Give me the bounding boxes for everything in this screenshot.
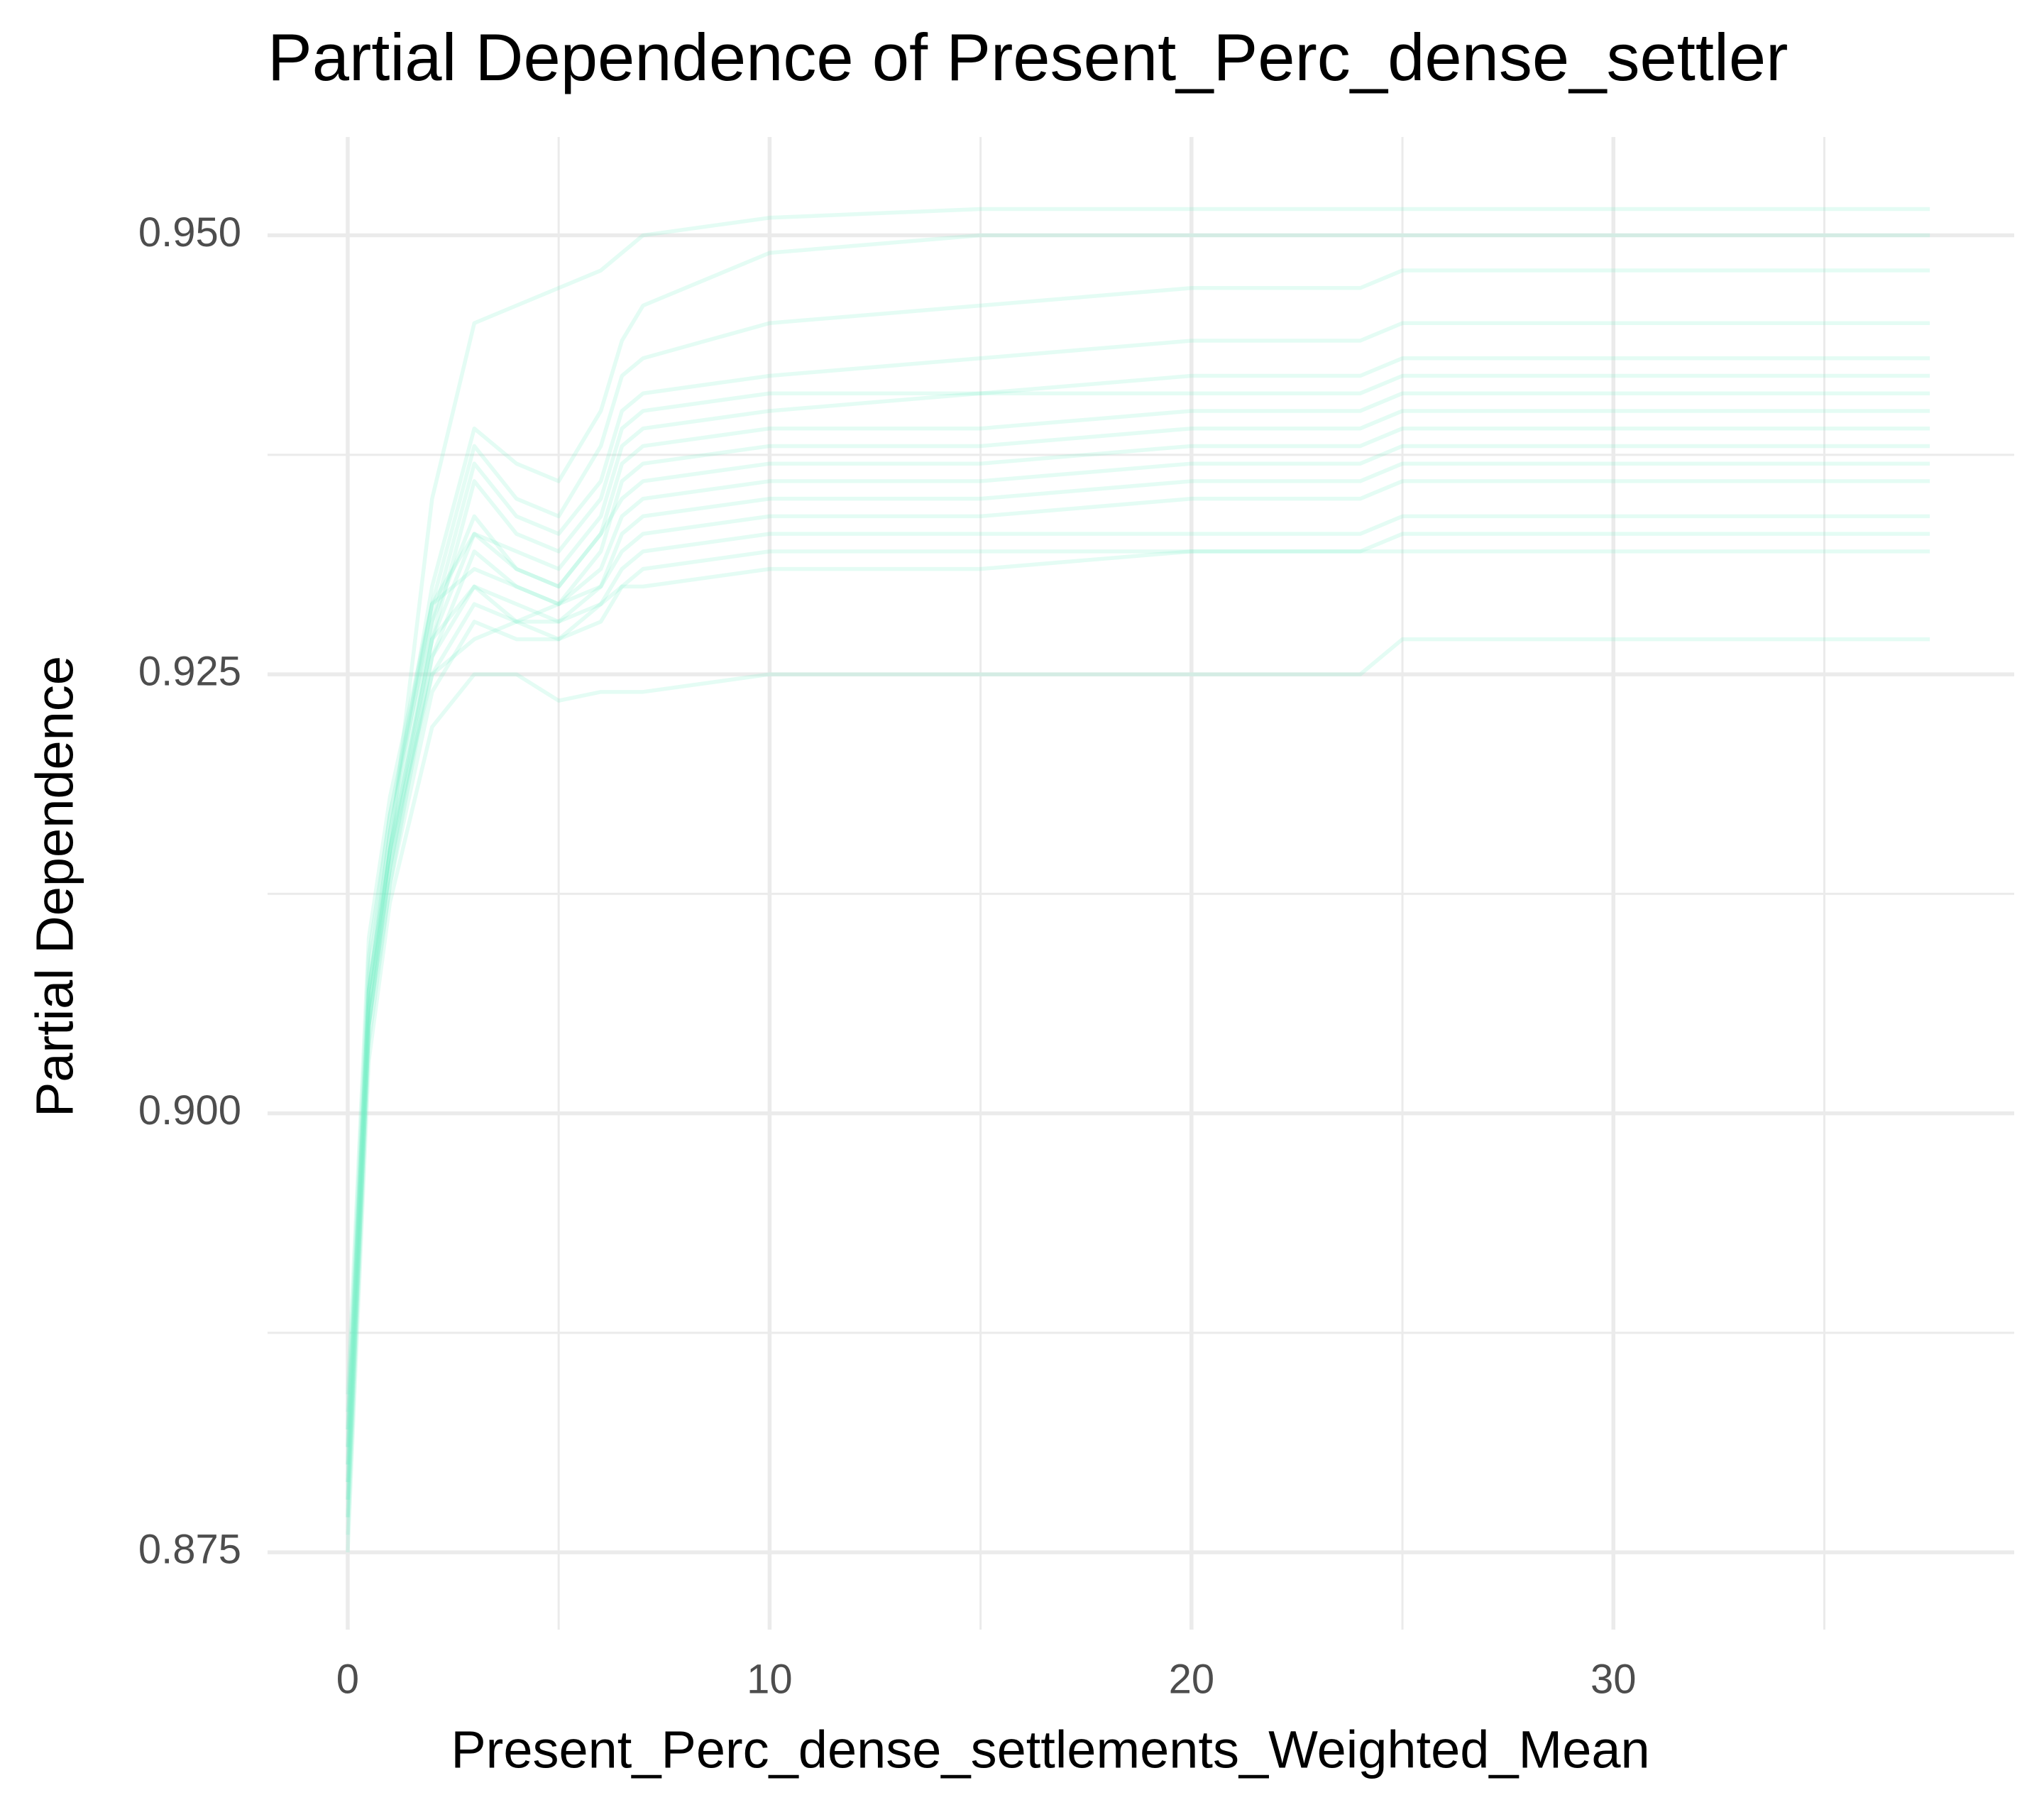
ice-line	[346, 479, 1930, 1447]
ice-line	[346, 373, 1930, 1447]
y-tick-label: 0.875	[138, 1526, 241, 1572]
ice-line	[346, 409, 1930, 1535]
ice-line	[346, 391, 1930, 1412]
ice-line	[346, 426, 1930, 1465]
y-axis-title: Partial Dependence	[26, 656, 84, 1117]
x-axis-title: Present_Perc_dense_settlements_Weighted_…	[451, 1720, 1649, 1779]
y-tick-label: 0.925	[138, 648, 241, 694]
ice-line	[346, 356, 1930, 1517]
x-tick-label: 0	[336, 1656, 359, 1702]
ice-line	[346, 461, 1930, 1500]
ice-line	[346, 207, 1930, 1500]
ice-line	[346, 268, 1930, 1430]
x-tick-label: 20	[1169, 1656, 1215, 1702]
x-tick-label: 10	[747, 1656, 793, 1702]
y-tick-label: 0.950	[138, 209, 241, 256]
ice-line	[346, 549, 1930, 1430]
ice-line	[346, 321, 1930, 1483]
ice-line	[346, 233, 1930, 1465]
chart-title: Partial Dependence of Present_Perc_dense…	[268, 20, 1788, 94]
ice-line	[346, 637, 1930, 1553]
x-tick-label: 30	[1590, 1656, 1637, 1702]
ice-line	[346, 444, 1930, 1395]
y-tick-label: 0.900	[138, 1087, 241, 1133]
ice-line	[346, 532, 1930, 1517]
ice-line	[346, 514, 1930, 1483]
